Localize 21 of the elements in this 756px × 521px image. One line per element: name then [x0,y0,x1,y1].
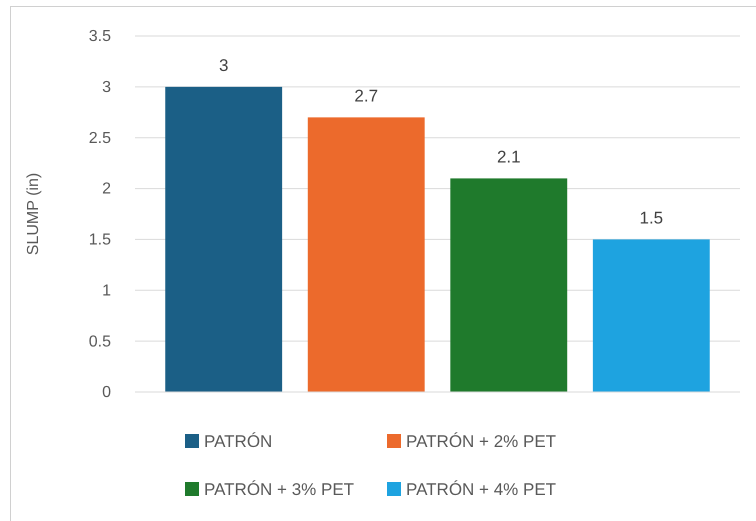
y-tick-label: 0 [102,384,112,402]
bar [165,86,282,392]
data-label: 2.7 [354,86,378,106]
legend-label: PATRÓN + 3% PET [204,480,354,499]
y-tick-label: 0.5 [88,333,112,350]
y-tick-label: 1 [102,282,112,300]
y-tick-label: 2.5 [88,130,112,147]
y-tick-label: 2 [102,180,112,198]
bar [308,117,425,392]
legend-label: PATRÓN + 4% PET [406,480,556,499]
bar [450,178,568,392]
legend-label: PATRÓN + 2% PET [406,432,556,451]
y-tick-label: 3.5 [88,28,112,46]
legend-label: PATRÓN [204,432,272,451]
y-tick-label: 1.5 [88,232,112,249]
y-tick-label: 3 [102,78,112,96]
data-label: 3 [218,56,228,75]
y-axis-title: SLUMP (in) [25,172,42,256]
bar [592,239,710,392]
data-label: 1.5 [639,208,664,228]
data-label: 2.1 [496,147,521,166]
